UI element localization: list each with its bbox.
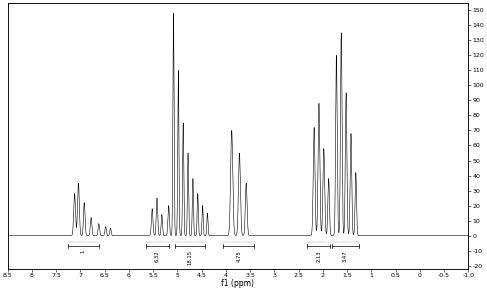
Text: 2.13: 2.13 xyxy=(317,250,321,262)
Text: 3.47: 3.47 xyxy=(342,250,347,262)
Text: 6.32: 6.32 xyxy=(154,250,160,262)
Text: 18.15: 18.15 xyxy=(187,250,192,265)
Text: 4.75: 4.75 xyxy=(237,250,242,262)
X-axis label: f1 (ppm): f1 (ppm) xyxy=(222,279,255,288)
Text: 1: 1 xyxy=(80,250,85,253)
